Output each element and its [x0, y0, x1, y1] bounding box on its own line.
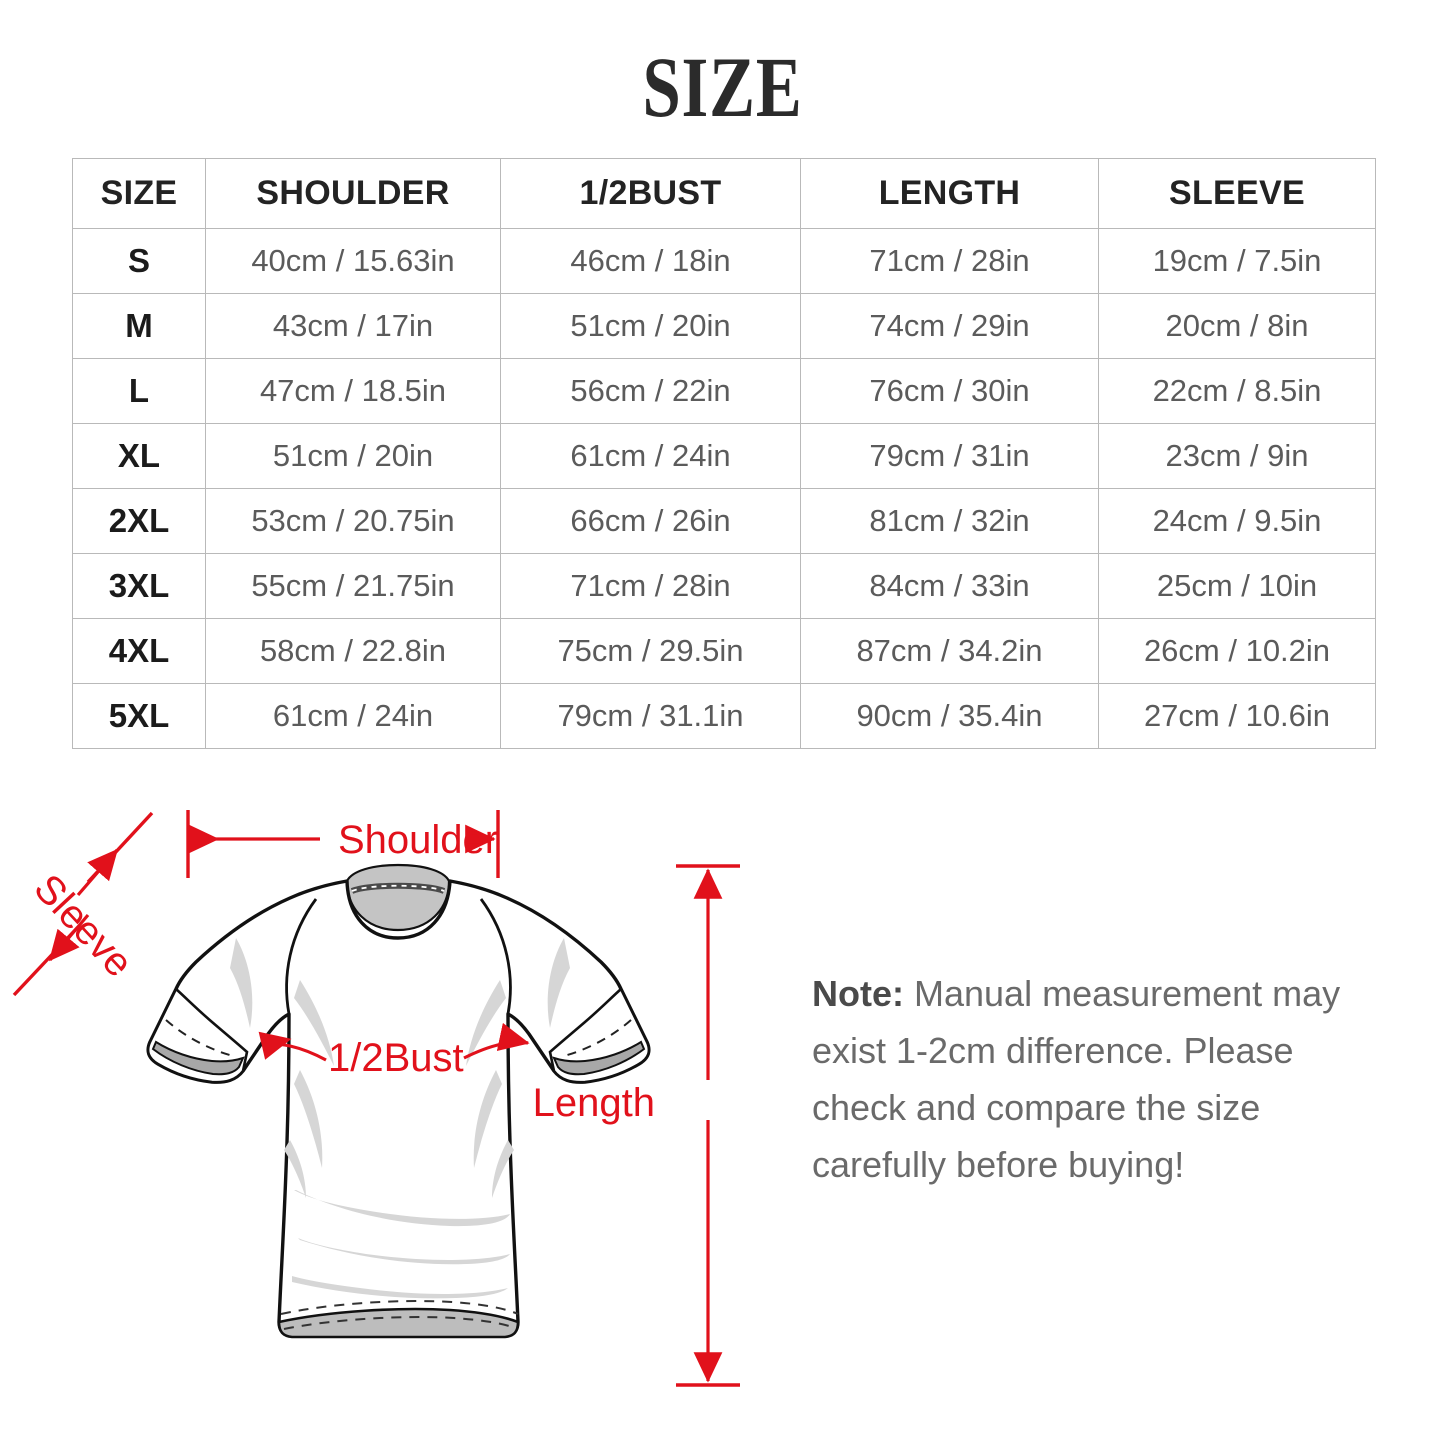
sleeve-measurement: Sleeve [12, 811, 154, 997]
bust-measurement: 1/2Bust [258, 1022, 530, 1080]
cell-sleeve: 22cm / 8.5in [1098, 358, 1376, 424]
page-title: SIZE [642, 39, 803, 135]
fabric-folds [230, 938, 570, 1299]
cell-sleeve: 25cm / 10in [1098, 553, 1376, 619]
cell-length: 81cm / 32in [800, 488, 1099, 554]
shoulder-label: Shoulder [338, 818, 498, 862]
table-row: M 43cm / 17in 51cm / 20in 74cm / 29in 20… [72, 293, 1376, 359]
sleeve-arrow-up [76, 848, 119, 897]
column-header-length: LENGTH [800, 158, 1099, 229]
cell-length: 79cm / 31in [800, 423, 1099, 489]
cell-length: 74cm / 29in [800, 293, 1099, 359]
hem-inner [277, 1307, 520, 1339]
collar-band [350, 882, 446, 894]
armhole-seam-left [285, 898, 318, 1015]
cell-bust: 51cm / 20in [500, 293, 801, 359]
hem-stitch-bottom [283, 1316, 516, 1330]
cell-length: 76cm / 30in [800, 358, 1099, 424]
cell-shoulder: 58cm / 22.8in [205, 618, 501, 684]
tshirt-measurement-diagram: Shoulder Sleeve 1/2Bust Length [0, 770, 800, 1430]
cell-size: S [72, 228, 206, 294]
length-label: Length [533, 1081, 655, 1125]
cell-shoulder: 40cm / 15.63in [205, 228, 501, 294]
cuff-right-stitch [563, 1019, 632, 1057]
table-row: S 40cm / 15.63in 46cm / 18in 71cm / 28in… [72, 228, 1376, 294]
cell-size: M [72, 293, 206, 359]
cell-size: L [72, 358, 206, 424]
length-measurement: Length [533, 864, 740, 1387]
column-header-shoulder: SHOULDER [205, 158, 501, 229]
cell-length: 87cm / 34.2in [800, 618, 1099, 684]
cell-bust: 71cm / 28in [500, 553, 801, 619]
cell-shoulder: 47cm / 18.5in [205, 358, 501, 424]
shoulder-measurement: Shoulder [186, 810, 500, 878]
table-row: 2XL 53cm / 20.75in 66cm / 26in 81cm / 32… [72, 488, 1376, 554]
cell-sleeve: 19cm / 7.5in [1098, 228, 1376, 294]
sleeve-label: Sleeve [25, 866, 141, 985]
cuff-left-inner [151, 1040, 245, 1076]
bust-arrow-right [463, 1022, 530, 1060]
cell-size: 4XL [72, 618, 206, 684]
cell-sleeve: 20cm / 8in [1098, 293, 1376, 359]
note-label: Note: [812, 973, 904, 1014]
cell-bust: 75cm / 29.5in [500, 618, 801, 684]
cell-sleeve: 24cm / 9.5in [1098, 488, 1376, 554]
cell-shoulder: 55cm / 21.75in [205, 553, 501, 619]
armhole-seam-right [479, 898, 512, 1015]
cell-sleeve: 23cm / 9in [1098, 423, 1376, 489]
cell-sleeve: 26cm / 10.2in [1098, 618, 1376, 684]
hem-stitch-top [280, 1300, 519, 1315]
column-header-size: SIZE [72, 158, 206, 229]
bust-label: 1/2Bust [328, 1036, 464, 1080]
tshirt-illustration [146, 863, 651, 1339]
cell-size: XL [72, 423, 206, 489]
cell-length: 90cm / 35.4in [800, 683, 1099, 749]
cell-size: 2XL [72, 488, 206, 554]
column-header-sleeve: SLEEVE [1098, 158, 1376, 229]
cell-size: 5XL [72, 683, 206, 749]
sleeve-arrow-down [48, 913, 90, 962]
cell-bust: 46cm / 18in [500, 228, 801, 294]
note-block: Note: Manual measurement may exist 1-2cm… [812, 966, 1397, 1194]
table-row: L 47cm / 18.5in 56cm / 22in 76cm / 30in … [72, 358, 1376, 424]
note-text: Manual measurement may exist 1-2cm diffe… [812, 973, 1341, 1185]
column-header-bust: 1/2BUST [500, 158, 801, 229]
cell-sleeve: 27cm / 10.6in [1098, 683, 1376, 749]
cell-shoulder: 53cm / 20.75in [205, 488, 501, 554]
cell-bust: 66cm / 26in [500, 488, 801, 554]
table-header-row: SIZE SHOULDER 1/2BUST LENGTH SLEEVE [72, 158, 1376, 229]
cell-bust: 79cm / 31.1in [500, 683, 801, 749]
cell-shoulder: 51cm / 20in [205, 423, 501, 489]
cell-length: 71cm / 28in [800, 228, 1099, 294]
cell-shoulder: 61cm / 24in [205, 683, 501, 749]
cell-shoulder: 43cm / 17in [205, 293, 501, 359]
cell-length: 84cm / 33in [800, 553, 1099, 619]
cuff-right-inner [552, 1040, 646, 1076]
bust-arrow-left [258, 1031, 327, 1062]
size-chart-table: SIZE SHOULDER 1/2BUST LENGTH SLEEVE S 40… [72, 158, 1376, 749]
cuff-left-stitch [165, 1019, 234, 1057]
table-row: XL 51cm / 20in 61cm / 24in 79cm / 31in 2… [72, 423, 1376, 489]
table-row: 5XL 61cm / 24in 79cm / 31.1in 90cm / 35.… [72, 683, 1376, 749]
cell-size: 3XL [72, 553, 206, 619]
collar-inner [345, 863, 451, 932]
table-row: 4XL 58cm / 22.8in 75cm / 29.5in 87cm / 3… [72, 618, 1376, 684]
table-row: 3XL 55cm / 21.75in 71cm / 28in 84cm / 33… [72, 553, 1376, 619]
cell-bust: 56cm / 22in [500, 358, 801, 424]
cell-bust: 61cm / 24in [500, 423, 801, 489]
